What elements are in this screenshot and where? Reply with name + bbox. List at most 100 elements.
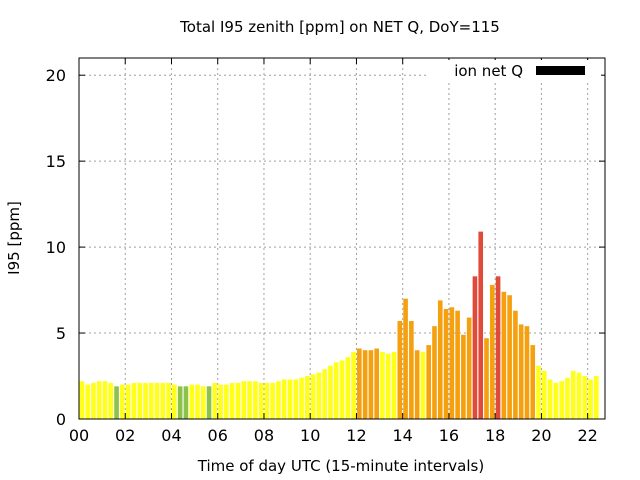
bar xyxy=(594,376,599,419)
bar xyxy=(114,386,119,419)
bar xyxy=(397,321,403,419)
y-tick-label: 10 xyxy=(46,238,66,257)
bar xyxy=(466,317,472,419)
bar xyxy=(409,321,414,419)
bar xyxy=(362,350,368,419)
bar xyxy=(206,386,212,419)
bar xyxy=(513,310,518,419)
bar xyxy=(264,382,270,419)
bar xyxy=(472,276,478,419)
bar xyxy=(143,382,148,419)
bar xyxy=(270,382,275,419)
bar xyxy=(357,348,362,419)
bar xyxy=(310,374,316,419)
bar xyxy=(131,382,137,419)
legend-background xyxy=(427,60,601,82)
bar xyxy=(582,376,588,419)
bar xyxy=(276,381,281,419)
x-tick-label: 16 xyxy=(439,426,459,445)
bar xyxy=(96,381,102,419)
bar xyxy=(333,362,339,419)
bar xyxy=(235,382,241,419)
x-tick-label: 04 xyxy=(161,426,181,445)
bar xyxy=(172,384,177,419)
x-tick-label: 18 xyxy=(485,426,505,445)
bar xyxy=(576,372,582,419)
bar xyxy=(305,376,310,419)
plot-frame xyxy=(78,57,606,420)
bar xyxy=(414,350,420,419)
bar xyxy=(478,231,484,419)
axis-ticks: 0 5 10 15 20 00 02 04 06 08 10 12 14 16 18 20 22 xyxy=(46,58,605,445)
bar xyxy=(229,382,235,419)
y-tick-label: 15 xyxy=(46,152,66,171)
bar xyxy=(536,365,541,419)
bar xyxy=(374,348,379,419)
bar xyxy=(195,384,200,419)
bar xyxy=(102,381,108,419)
x-tick-label: 14 xyxy=(393,426,413,445)
bar xyxy=(293,379,299,419)
bar xyxy=(212,382,218,419)
x-tick-label: 12 xyxy=(346,426,366,445)
bar xyxy=(559,381,564,419)
bar xyxy=(258,382,264,419)
bar xyxy=(125,384,131,419)
bar xyxy=(553,382,559,419)
x-tick-label: 06 xyxy=(208,426,228,445)
bar xyxy=(177,386,183,419)
bar xyxy=(328,365,333,419)
bar xyxy=(507,295,512,419)
bar xyxy=(91,382,96,419)
bar xyxy=(85,384,90,419)
bar xyxy=(432,326,437,419)
bar xyxy=(120,384,125,419)
bar xyxy=(530,345,536,419)
bar xyxy=(588,379,593,419)
bar xyxy=(224,384,229,419)
bar xyxy=(541,370,547,419)
bar xyxy=(287,379,293,419)
legend-swatch xyxy=(536,66,585,75)
bar xyxy=(160,382,166,419)
bar xyxy=(345,357,351,419)
bar xyxy=(166,382,171,419)
bar xyxy=(316,372,322,419)
y-tick-label: 0 xyxy=(56,410,66,429)
y-tick-label: 5 xyxy=(56,324,66,343)
bar xyxy=(455,310,460,419)
bar xyxy=(547,379,553,419)
y-axis-label: I95 [ppm] xyxy=(5,201,23,275)
x-axis-label: Time of day UTC (15-minute intervals) xyxy=(197,457,484,475)
bar xyxy=(189,384,195,419)
bar xyxy=(183,386,189,419)
bar xyxy=(449,307,455,419)
bar xyxy=(380,351,385,419)
x-tick-label: 08 xyxy=(254,426,274,445)
bar xyxy=(339,360,345,419)
bar xyxy=(247,381,252,419)
bar xyxy=(420,351,426,419)
bar xyxy=(426,345,432,419)
bar xyxy=(218,384,223,419)
bar xyxy=(385,353,391,419)
grid-lines xyxy=(79,58,605,419)
bar xyxy=(391,351,397,419)
bar xyxy=(368,350,374,419)
bar xyxy=(489,284,495,419)
bar xyxy=(299,377,304,419)
x-tick-label: 10 xyxy=(300,426,320,445)
bar xyxy=(351,351,356,419)
bar xyxy=(524,326,530,419)
bar xyxy=(443,308,449,419)
bar xyxy=(148,382,154,419)
x-tick-label: 22 xyxy=(577,426,597,445)
bar xyxy=(108,382,114,419)
bar xyxy=(565,377,570,419)
x-tick-label: 00 xyxy=(69,426,89,445)
bar xyxy=(281,379,287,419)
legend: ion net Q xyxy=(427,60,601,82)
bar xyxy=(79,381,85,419)
bar xyxy=(570,370,576,419)
